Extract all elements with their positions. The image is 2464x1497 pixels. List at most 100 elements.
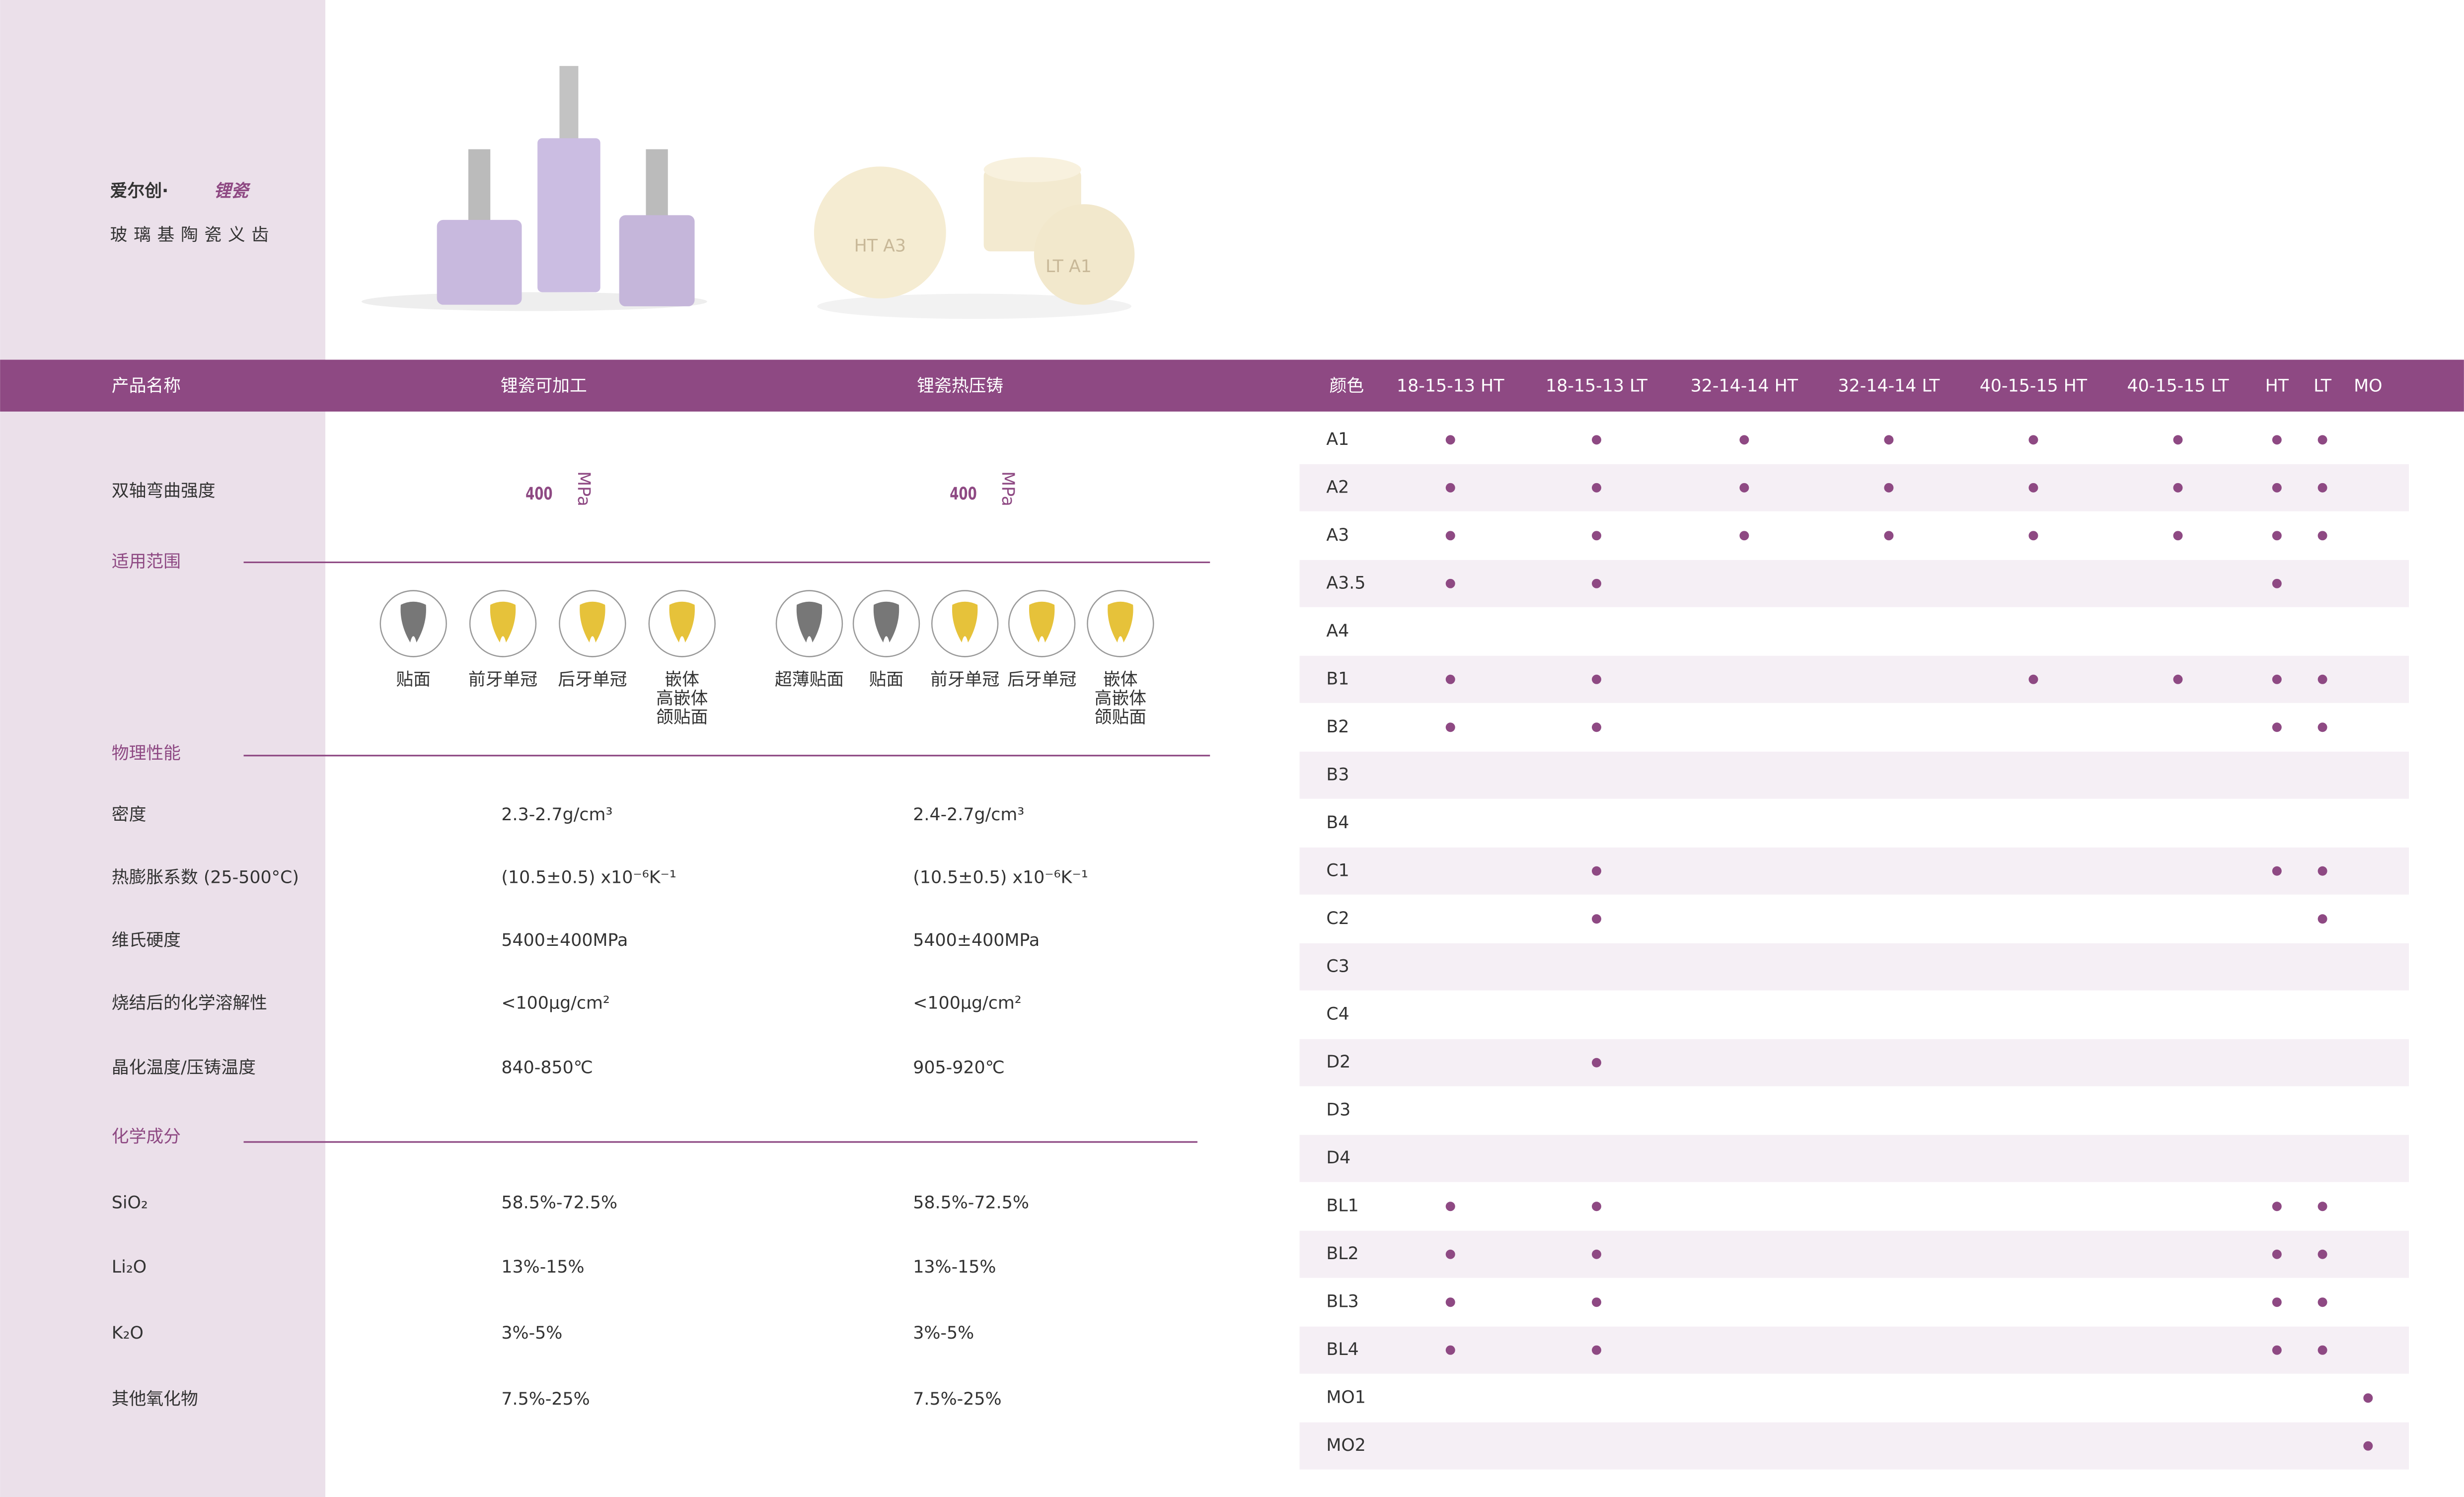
row-value: (10.5±0.5) x10⁻⁶K⁻¹	[501, 868, 676, 888]
availability-dot	[2028, 531, 2038, 541]
tooth-icon	[1029, 601, 1055, 642]
availability-dot	[1591, 866, 1601, 876]
availability-dot	[2363, 1441, 2373, 1451]
shade-label: B1	[1326, 669, 1349, 689]
shade-label: D2	[1326, 1052, 1350, 1072]
brand-name: 爱尔创·	[110, 181, 169, 201]
shade-column-header: 32-14-14 HT	[1691, 376, 1798, 396]
shade-label: A3.5	[1326, 573, 1365, 593]
availability-dot	[2272, 1249, 2282, 1259]
row-band	[1299, 1039, 2409, 1086]
availability-dot	[1445, 578, 1455, 588]
shade-label: MO1	[1326, 1388, 1366, 1408]
availability-dot	[2317, 1297, 2327, 1307]
shade-label: B2	[1326, 717, 1349, 737]
availability-dot	[1445, 1297, 1455, 1307]
header-label: 锂瓷热压铸	[917, 376, 1003, 396]
strength-value: 400	[950, 484, 976, 504]
row-value: 905-920℃	[913, 1058, 1004, 1077]
shade-label: D4	[1326, 1148, 1350, 1168]
tooth-icon	[490, 601, 516, 642]
availability-dot	[2317, 483, 2327, 493]
row-value: 2.3-2.7g/cm³	[501, 805, 612, 825]
availability-dot	[1591, 674, 1601, 684]
availability-dot	[2317, 1345, 2327, 1355]
header-label: 产品名称	[112, 376, 181, 396]
shade-label: A3	[1326, 525, 1349, 545]
row-value: 58.5%-72.5%	[501, 1193, 617, 1212]
availability-dot	[1445, 674, 1455, 684]
tooth-icon	[580, 601, 605, 642]
shade-label: A4	[1326, 621, 1349, 641]
row-band	[1299, 1422, 2409, 1470]
availability-dot	[1445, 1249, 1455, 1259]
scope-label: 贴面	[869, 670, 904, 690]
row-value: 13%-15%	[501, 1257, 584, 1277]
row-band	[1299, 655, 2409, 703]
availability-dot	[2272, 866, 2282, 876]
row-value: 840-850℃	[501, 1058, 593, 1077]
availability-dot	[1445, 435, 1455, 445]
scope-label: 贴面	[396, 670, 431, 690]
tooth-icon	[400, 601, 426, 642]
shade-label: BL1	[1326, 1196, 1358, 1216]
scope-label: 后牙单冠	[1007, 670, 1076, 690]
availability-dot	[2028, 435, 2038, 445]
availability-dot	[1591, 531, 1601, 541]
tooth-icon	[1108, 601, 1133, 642]
availability-dot	[2317, 1249, 2327, 1259]
shade-column-header: HT	[2265, 376, 2289, 396]
availability-dot	[2317, 722, 2327, 732]
availability-dot	[2272, 578, 2282, 588]
availability-dot	[2272, 722, 2282, 732]
availability-dot	[2272, 1297, 2282, 1307]
shade-label: A2	[1326, 477, 1349, 497]
row-value: 13%-15%	[913, 1257, 996, 1277]
shade-label: BL4	[1326, 1340, 1358, 1359]
row-band	[1299, 1326, 2409, 1374]
availability-dot	[1591, 1249, 1601, 1259]
strength-unit: MPa	[998, 471, 1018, 506]
sidebar	[0, 0, 326, 1497]
shade-label: D3	[1326, 1100, 1350, 1120]
scope-label: 嵌体	[665, 670, 699, 690]
availability-dot	[1591, 1058, 1601, 1068]
row-label: Li₂O	[112, 1257, 147, 1277]
row-band	[1299, 560, 2409, 607]
shade-label: C3	[1326, 956, 1349, 976]
scope-label: 高嵌体	[1095, 689, 1146, 709]
availability-dot	[1445, 531, 1455, 541]
availability-dot	[2272, 1345, 2282, 1355]
row-label: 热膨胀系数 (25-500°C)	[112, 868, 299, 888]
shade-column-header: 40-15-15 LT	[2127, 376, 2230, 396]
tooth-icon	[796, 601, 822, 642]
tooth-icon	[952, 601, 978, 642]
scope-label: 前牙单冠	[930, 670, 999, 690]
availability-dot	[1591, 1202, 1601, 1212]
availability-dot	[1591, 483, 1601, 493]
tooth-icon	[669, 601, 695, 642]
availability-dot	[2272, 435, 2282, 445]
scope-label: 颌贴面	[656, 708, 708, 727]
shade-column-header: 32-14-14 LT	[1838, 376, 1940, 396]
row-label: 晶化温度/压铸温度	[112, 1058, 256, 1077]
availability-dot	[2272, 531, 2282, 541]
row-band	[1299, 1230, 2409, 1278]
availability-dot	[2272, 674, 2282, 684]
section-title: 物理性能	[112, 744, 181, 764]
row-band	[1299, 847, 2409, 895]
row-value: <100μg/cm²	[913, 994, 1021, 1013]
shade-column-header: 颜色	[1330, 376, 1364, 396]
availability-dot	[1591, 722, 1601, 732]
row-label: SiO₂	[112, 1193, 148, 1212]
row-value: 7.5%-25%	[501, 1389, 590, 1409]
availability-dot	[2173, 674, 2183, 684]
block-image	[361, 66, 707, 311]
strength-unit: MPa	[574, 471, 594, 506]
availability-dot	[1739, 435, 1749, 445]
row-label: 双轴弯曲强度	[112, 481, 216, 501]
availability-dot	[1884, 483, 1894, 493]
availability-dot	[1445, 722, 1455, 732]
row-label: 密度	[112, 805, 147, 825]
